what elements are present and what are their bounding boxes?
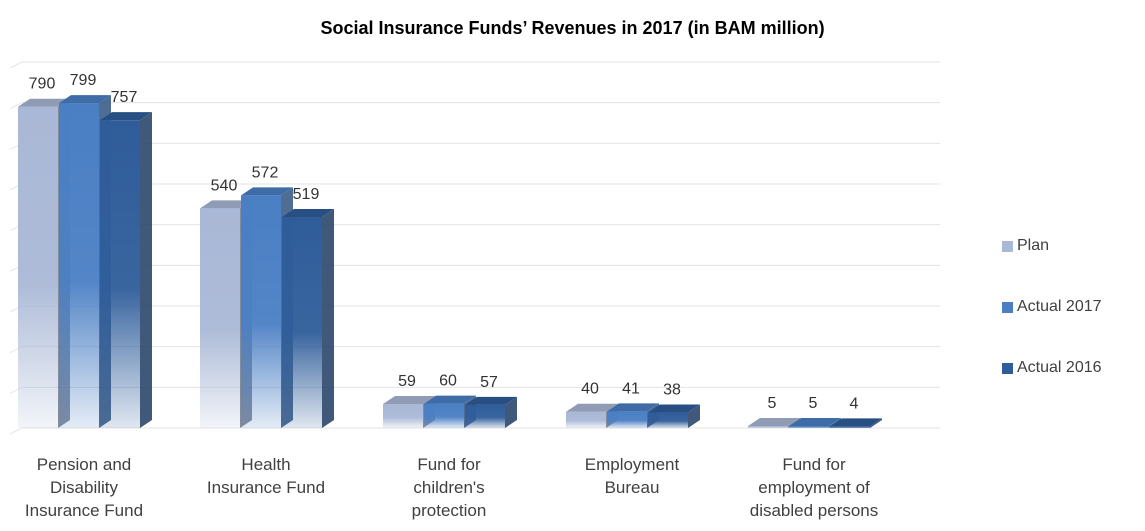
data-label: 5 [768,395,777,412]
gridline-side [9,427,23,435]
data-label: 40 [581,381,599,398]
data-label: 4 [850,395,859,412]
data-label: 572 [252,164,279,181]
data-label: 540 [211,177,238,194]
category-label: Fund for children's protection [412,455,487,520]
bar-top [282,208,334,217]
bar-front [789,425,829,428]
data-label: 41 [622,380,640,397]
category-labels: Pension and Disability Insurance Fund Healt… [25,455,878,520]
bar-top [607,403,659,412]
legend-label: Actual 2016 [1017,359,1102,376]
data-label: 60 [439,373,457,390]
data-label: 790 [29,76,56,93]
bar-front [607,411,647,428]
gridline-side [9,61,23,69]
bar-side [322,208,334,428]
bar [830,418,882,428]
legend-item: Actual 2016 [1002,358,1102,378]
bar-top [59,95,111,104]
gridline-side [9,102,23,110]
bar-side [140,112,152,429]
category-label: Pension and Disability Insurance Fund [25,455,143,520]
bar-side [870,418,882,428]
bar-top [648,404,700,413]
legend-label: Actual 2017 [1017,298,1102,315]
bar [282,208,334,428]
bar-front [200,208,240,428]
category-label: Employment Bureau [585,455,680,497]
data-label: 38 [663,382,681,399]
bar-front [465,404,505,428]
category-label: Health Insurance Fund [207,455,325,497]
bar [465,396,517,428]
chart-title: Social Insurance Funds’ Revenues in 2017… [320,18,825,38]
data-labels: 790 799 757 540 572 519 59 60 57 40 41 38 5 5 4 [29,72,859,412]
data-label: 799 [70,72,97,89]
bar-top [830,418,882,427]
bar-front [566,411,606,428]
bar-top [383,396,435,405]
bar [100,112,152,429]
bar-top [748,417,800,426]
bar-top [100,112,152,121]
bar-top [566,403,618,412]
bar-front [282,216,322,428]
bar [648,404,700,428]
bar-top [241,187,293,196]
bar-front [100,120,140,429]
bar-top [424,395,476,404]
bar-top [18,98,70,107]
bar-side [688,404,700,428]
legend-swatch [1002,301,1013,313]
data-label: 757 [111,89,138,106]
data-label: 59 [398,373,416,390]
data-label: 5 [809,395,818,412]
bar-front [830,426,870,428]
bar-side [505,396,517,428]
bar-front [748,425,788,428]
bar-front [424,403,464,428]
legend-item: Plan [1002,236,1102,256]
legend: Plan Actual 2017 Actual 2016 [1002,236,1102,419]
category-label: Fund for employment of disabled persons [750,455,879,520]
legend-swatch [1002,240,1013,252]
bar-top [465,396,517,405]
bar-top [789,417,841,426]
legend-swatch [1002,362,1013,374]
bars [18,95,882,429]
bar-front [18,106,58,428]
bar-front [59,103,99,428]
bar-front [648,412,688,428]
legend-item: Actual 2017 [1002,297,1102,317]
data-label: 519 [293,186,320,203]
bar-front [241,195,281,428]
bar-top [200,200,252,209]
legend-label: Plan [1017,237,1050,254]
bar-front [383,404,423,428]
data-label: 57 [480,374,498,391]
